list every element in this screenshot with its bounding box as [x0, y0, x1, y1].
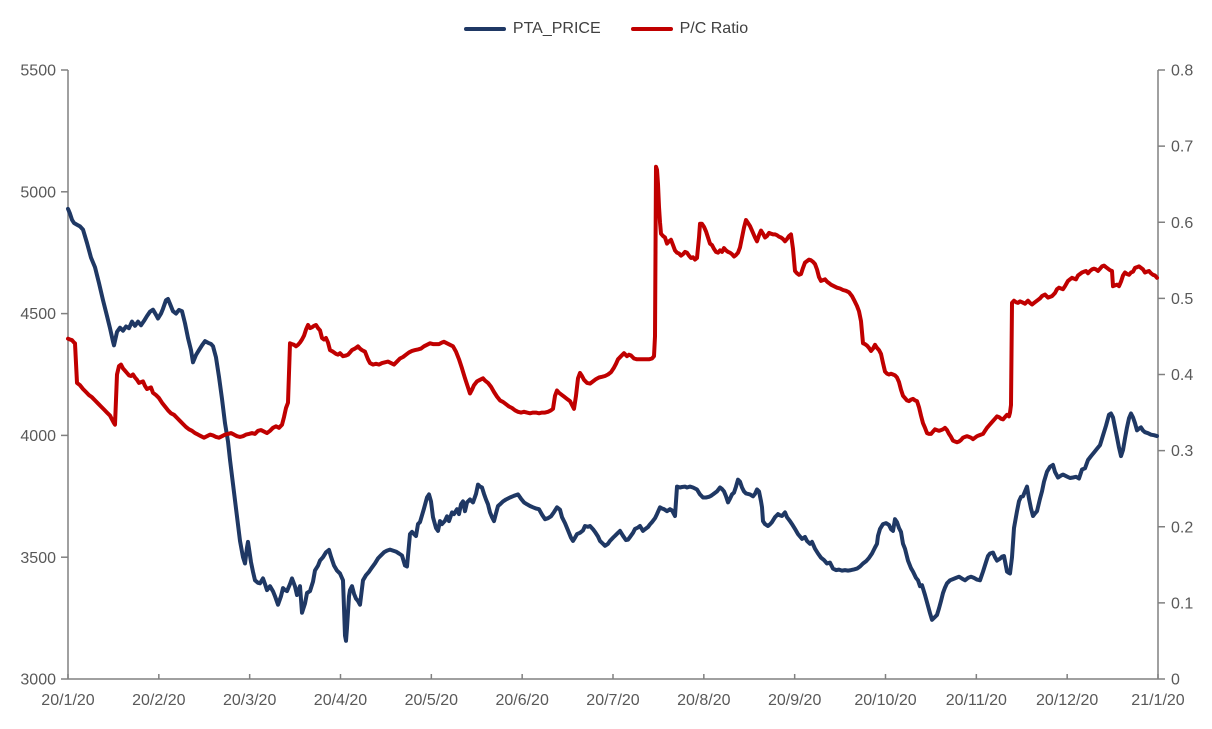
- x-axis-tick-label: 20/5/20: [405, 692, 458, 709]
- y-axis-left-tick-label: 5500: [20, 63, 56, 80]
- series-line-pta-price: [66, 206, 1159, 643]
- x-axis-tick-label: 20/4/20: [314, 692, 367, 709]
- y-axis-right-tick-label: 0.6: [1171, 215, 1193, 232]
- series-line-p-c-ratio: [66, 164, 1159, 445]
- x-axis-tick-label: 20/11/20: [946, 692, 1007, 709]
- y-axis-right-tick-label: 0.2: [1171, 519, 1193, 536]
- x-axis-tick-label: 20/7/20: [586, 692, 639, 709]
- x-axis-tick-label: 20/3/20: [223, 692, 276, 709]
- y-axis-left-tick-label: 4000: [20, 428, 56, 445]
- y-axis-left-tick-label: 4500: [20, 306, 56, 323]
- y-axis-left-tick-label: 3500: [20, 550, 56, 567]
- x-axis-tick-label: 21/1/20: [1131, 692, 1184, 709]
- y-axis-right-tick-label: 0.3: [1171, 443, 1193, 460]
- x-axis-tick-label: 20/12/20: [1036, 692, 1098, 709]
- x-axis-tick-label: 20/8/20: [677, 692, 730, 709]
- y-axis-left-tick-label: 5000: [20, 184, 56, 201]
- x-axis-tick-label: 20/6/20: [495, 692, 548, 709]
- y-axis-right-tick-label: 0.5: [1171, 291, 1193, 308]
- y-axis-right-tick-label: 0: [1171, 672, 1180, 689]
- y-axis-right-tick-label: 0.8: [1171, 63, 1193, 80]
- x-axis-tick-label: 20/1/20: [41, 692, 94, 709]
- y-axis-right-tick-label: 0.4: [1171, 367, 1193, 384]
- y-axis-left-tick-label: 3000: [20, 672, 56, 689]
- x-axis-tick-label: 20/9/20: [768, 692, 821, 709]
- x-axis-tick-label: 20/2/20: [132, 692, 185, 709]
- y-axis-right-tick-label: 0.1: [1171, 595, 1193, 612]
- x-axis-tick-label: 20/10/20: [854, 692, 916, 709]
- y-axis-right-tick-label: 0.7: [1171, 139, 1193, 156]
